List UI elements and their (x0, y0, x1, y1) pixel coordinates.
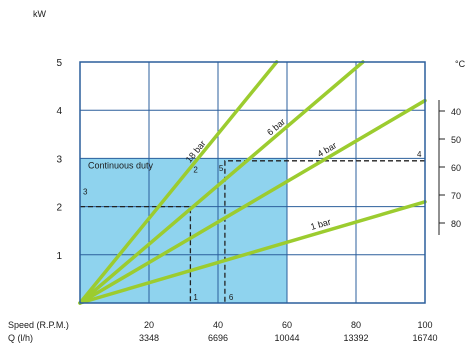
y-tick-label: 3 (56, 154, 62, 165)
x-tick-flow: 16740 (412, 333, 437, 343)
y-tick-label: 4 (56, 106, 62, 117)
temperature-unit: °C (455, 59, 465, 69)
marker-label: 3 (83, 188, 88, 197)
temperature-tick-label: 70 (451, 191, 461, 201)
series-line-1 (78, 60, 279, 305)
x-tick-speed: 80 (351, 320, 361, 330)
temperature-tick-label: 80 (451, 219, 461, 229)
series-line-3 (78, 98, 427, 305)
y-tick-label: 5 (56, 58, 62, 69)
x-tick-flow: 6696 (208, 333, 228, 343)
x-tick-speed: 20 (144, 320, 154, 330)
continuous-duty-area (80, 158, 287, 303)
marker-label: 5 (219, 164, 224, 173)
x-tick-flow: 3348 (139, 333, 159, 343)
x-tick-speed: 100 (417, 320, 432, 330)
y-tick-label: 2 (56, 203, 62, 214)
y-tick-label: 1 (56, 251, 62, 262)
temperature-tick-label: 50 (451, 135, 461, 145)
x-axis-speed-label: Speed (R.P.M.) (8, 320, 69, 330)
marker-label: 2 (193, 166, 198, 175)
marker-label: 4 (417, 150, 422, 159)
x-tick-flow: 13392 (343, 333, 368, 343)
guide-line-1 (80, 205, 192, 303)
marker-label: 1 (193, 293, 198, 302)
x-tick-speed: 60 (282, 320, 292, 330)
series-line-2 (78, 60, 365, 305)
guide-line-2 (224, 160, 425, 303)
marker-label: 6 (229, 293, 234, 302)
series-line-4 (78, 200, 427, 305)
x-tick-flow: 10044 (274, 333, 299, 343)
temperature-tick-label: 40 (451, 107, 461, 117)
x-tick-speed: 40 (213, 320, 223, 330)
x-axis-flow-label: Q (l/h) (8, 333, 33, 343)
y-axis-unit: kW (33, 9, 47, 19)
temperature-tick-label: 60 (451, 163, 461, 173)
continuous-duty-label: Continuous duty (88, 160, 154, 170)
plot-frame (79, 61, 426, 304)
